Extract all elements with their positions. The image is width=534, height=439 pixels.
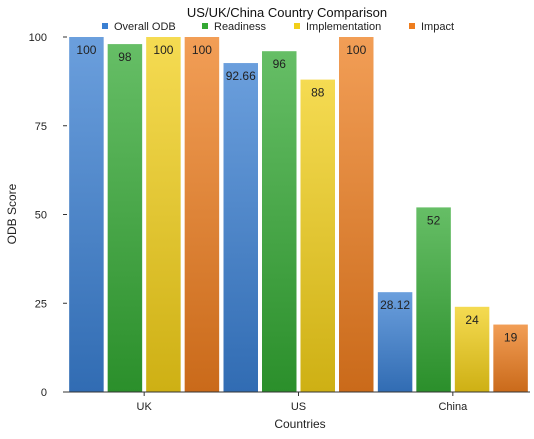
bar-china-overall-odb: [377, 292, 413, 392]
y-tick-label: 25: [35, 298, 47, 310]
legend-label-readiness: Readiness: [214, 21, 266, 33]
bars: [69, 37, 528, 392]
data-label-us-impact: 100: [346, 43, 366, 57]
y-tick-label: 100: [29, 32, 47, 44]
y-axis: 0 25 50 75 100: [29, 32, 67, 399]
bar-us-implementation: [300, 79, 335, 392]
data-label-china-impact: 19: [504, 331, 518, 345]
data-label-china-readiness: 52: [427, 213, 441, 227]
bar-uk-readiness: [107, 44, 143, 392]
legend-swatch-implementation: [294, 23, 300, 29]
legend-swatch-impact: [409, 23, 415, 29]
y-axis-title: ODB Score: [5, 183, 19, 244]
data-label-uk-readiness: 98: [118, 50, 132, 64]
bar-us-readiness: [262, 51, 297, 392]
data-label-uk-overall-odb: 100: [76, 43, 96, 57]
x-tick-label-uk: UK: [137, 401, 153, 413]
data-label-us-implementation: 88: [311, 86, 325, 100]
bar-labels: 100 98 100 100 92.66 96 88 100 28.12 52 24 19: [76, 43, 517, 345]
data-label-uk-impact: 100: [192, 43, 212, 57]
bar-china-readiness: [416, 207, 451, 392]
legend-label-overall-odb: Overall ODB: [114, 21, 176, 33]
legend-swatch-readiness: [202, 23, 208, 29]
bar-us-overall-odb: [223, 63, 258, 392]
x-axis-title: Countries: [274, 417, 325, 431]
bar-china-impact: [493, 324, 528, 392]
data-label-china-overall-odb: 28.12: [380, 298, 410, 312]
y-tick-label: 0: [41, 387, 47, 399]
bar-uk-implementation: [146, 37, 181, 392]
data-label-us-readiness: 96: [273, 57, 287, 71]
legend: Overall ODB Readiness Implementation Impact: [102, 21, 454, 33]
y-tick-label: 50: [35, 210, 47, 222]
legend-label-impact: Impact: [421, 21, 454, 33]
legend-swatch-overall-odb: [102, 23, 108, 29]
x-tick-label-us: US: [291, 401, 306, 413]
bar-uk-impact: [184, 37, 220, 392]
data-label-china-implementation: 24: [465, 313, 479, 327]
x-axis: UK US China: [137, 392, 468, 413]
data-label-uk-implementation: 100: [153, 43, 173, 57]
bar-uk-overall-odb: [69, 37, 104, 392]
chart-title: US/UK/China Country Comparison: [187, 5, 387, 20]
y-tick-label: 75: [35, 121, 47, 133]
bar-china-implementation: [454, 306, 490, 392]
legend-label-implementation: Implementation: [306, 21, 381, 33]
x-tick-label-china: China: [438, 401, 468, 413]
data-label-us-overall-odb: 92.66: [226, 69, 256, 83]
bar-us-impact: [339, 37, 374, 392]
